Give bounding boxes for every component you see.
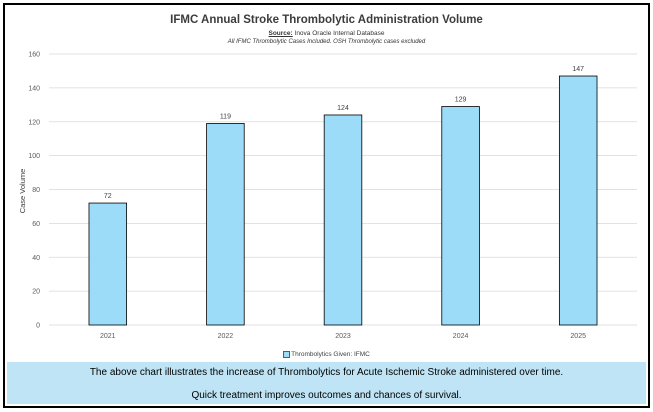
bar-2022 [206, 123, 245, 326]
x-tick-label-2023: 2023 [335, 333, 351, 340]
y-tick-labels: 0 20 40 60 80 100 120 140 160 [28, 52, 40, 330]
legend: Thrombolytics Given: IFMC [5, 351, 648, 358]
bar-chart: 0 20 40 60 80 100 120 140 160 72 119 124 129 147 202… [18, 52, 637, 340]
y-tick-label: 0 [36, 323, 40, 330]
y-tick-label: 140 [28, 85, 40, 92]
x-tick-labels: 2021 2022 2023 2024 2025 [100, 333, 586, 340]
y-tick-label: 60 [32, 221, 40, 228]
data-label-2021: 72 [104, 193, 112, 200]
y-tick-label: 120 [28, 119, 40, 126]
chart-source: Source: Inova Oracle Internal Database [5, 30, 648, 37]
source-label: Source: [268, 30, 293, 37]
source-text: Inova Oracle Internal Database [294, 30, 385, 37]
chart-note: All IFMC Thrombolytic Cases Included. OS… [227, 39, 426, 45]
y-tick-label: 100 [28, 153, 40, 160]
x-tick-label-2022: 2022 [218, 333, 234, 340]
bar-2024 [441, 106, 480, 326]
bar-2021 [88, 202, 128, 326]
legend-label: Thrombolytics Given: IFMC [291, 351, 370, 359]
data-label-2022: 119 [220, 113, 231, 120]
x-tick-label-2025: 2025 [570, 333, 586, 340]
caption-line-2: Quick treatment improves outcomes and ch… [191, 390, 462, 401]
data-labels: 72 119 124 129 147 [104, 66, 584, 200]
data-label-2025: 147 [572, 66, 584, 73]
bars [88, 75, 598, 326]
caption-line-1: The above chart illustrates the increase… [89, 367, 564, 378]
data-label-2024: 129 [455, 97, 467, 104]
chart-title: IFMC Annual Stroke Thrombolytic Administ… [170, 14, 483, 26]
y-tick-label: 40 [32, 255, 40, 262]
x-tick-label-2021: 2021 [100, 333, 116, 340]
bar-2025 [558, 75, 598, 326]
y-axis-label: Case Volume [18, 169, 27, 214]
y-tick-label: 160 [28, 52, 40, 59]
caption-box: The above chart illustrates the increase… [7, 362, 646, 404]
legend-swatch [283, 351, 291, 358]
data-label-2023: 124 [337, 105, 349, 112]
bar-2023 [323, 114, 363, 326]
y-tick-label: 20 [32, 289, 40, 296]
chart-frame: IFMC Annual Stroke Thrombolytic Administ… [3, 3, 650, 408]
x-tick-label-2024: 2024 [453, 333, 469, 340]
y-tick-label: 80 [32, 187, 40, 194]
